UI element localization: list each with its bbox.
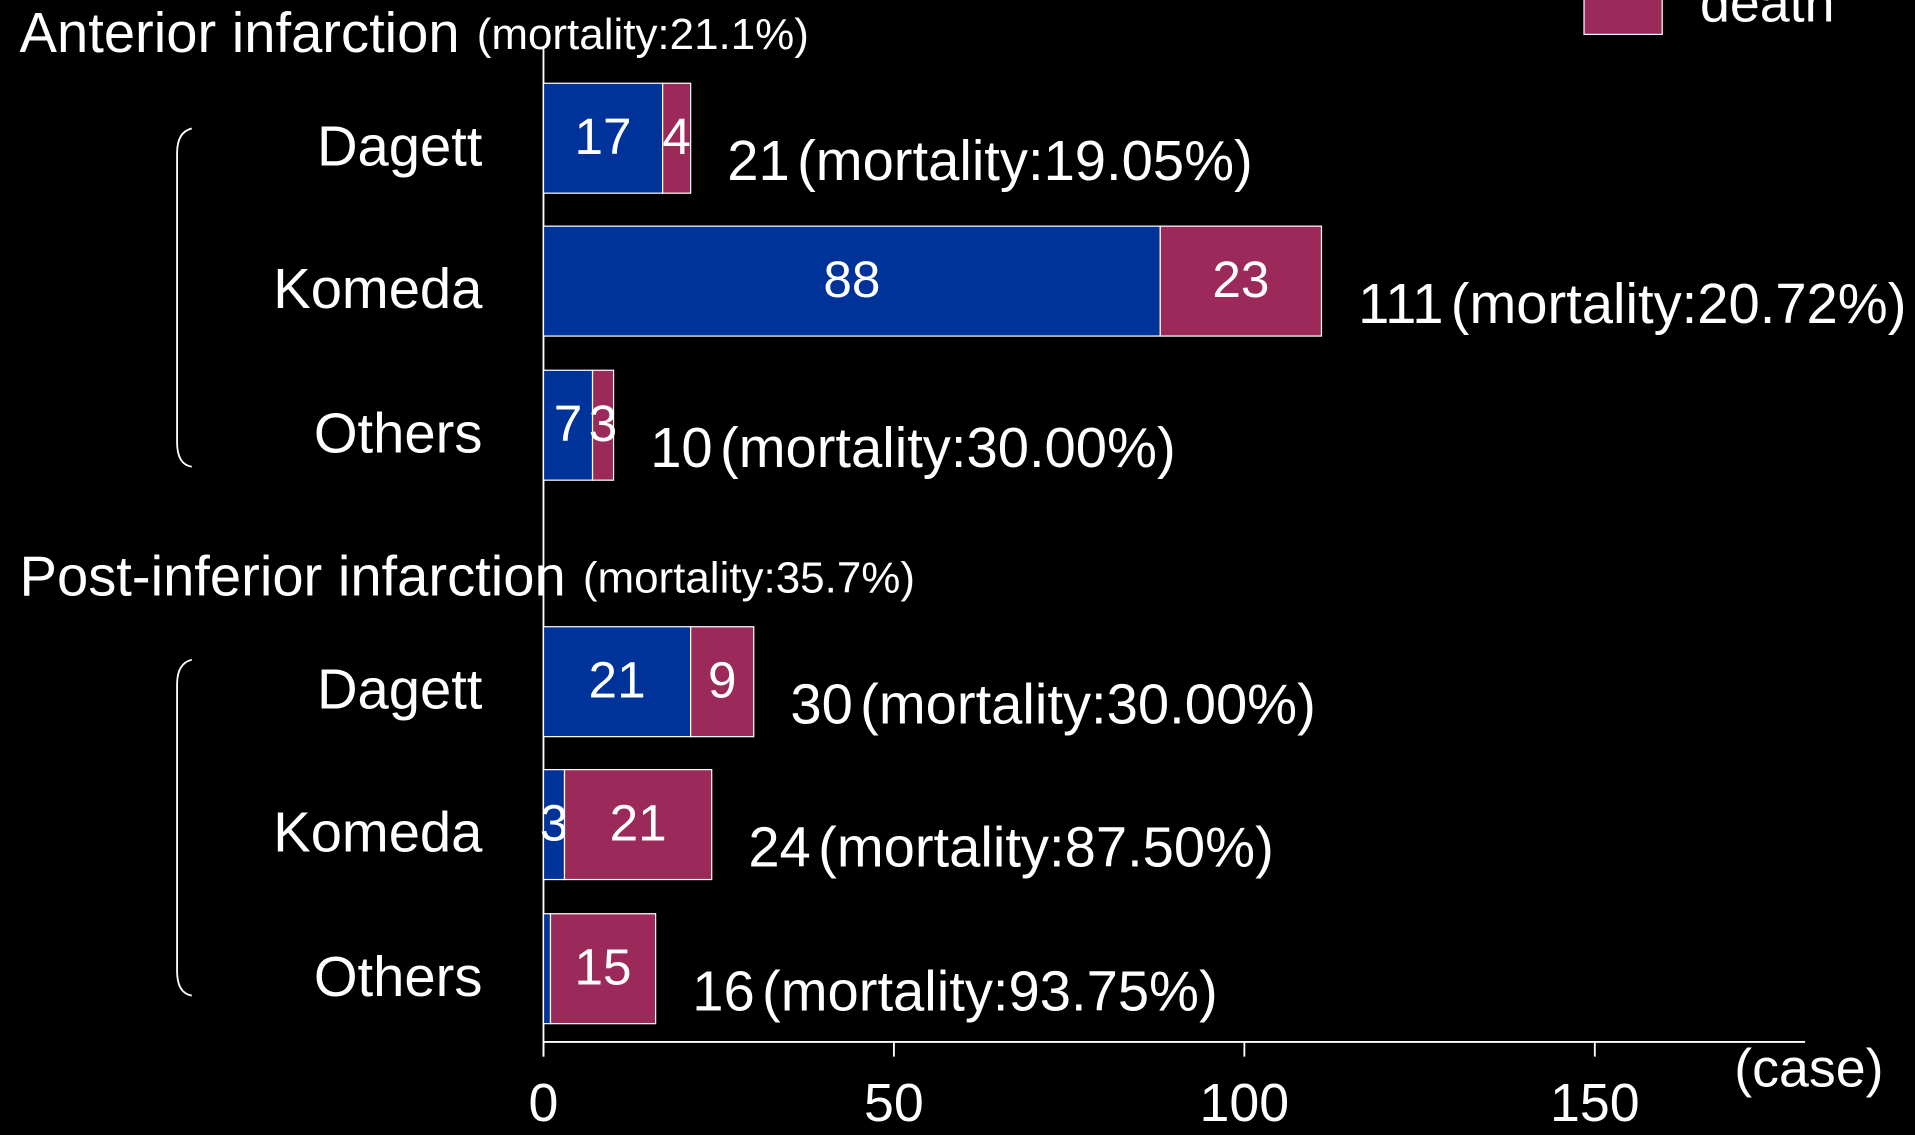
category-label: Others bbox=[314, 401, 483, 464]
legend-swatch bbox=[1583, 0, 1663, 36]
value-label: 7 bbox=[554, 395, 583, 452]
bar-segment bbox=[690, 626, 755, 738]
row-total: 30 (mortality:30.00%) bbox=[790, 672, 1315, 735]
mortality: (mortality:87.50%) bbox=[818, 815, 1274, 878]
total: 111 bbox=[1358, 272, 1443, 335]
bar-segment bbox=[542, 82, 664, 194]
mortality: (mortality:30.00%) bbox=[860, 672, 1316, 735]
category-label: Dagett bbox=[317, 658, 483, 721]
value-label: 21 bbox=[589, 652, 646, 709]
category-label: Others bbox=[314, 945, 483, 1008]
value-label: 9 bbox=[708, 652, 737, 709]
row-total: 111 (mortality:20.72%) bbox=[1358, 272, 1906, 335]
bar-segment bbox=[563, 769, 713, 881]
value-label: 3 bbox=[589, 395, 618, 452]
bar-segment bbox=[1159, 225, 1323, 337]
total: 24 bbox=[748, 815, 810, 878]
x-tick-label: 0 bbox=[529, 1073, 559, 1133]
mortality: (mortality:30.00%) bbox=[720, 416, 1176, 479]
x-tick-label: 100 bbox=[1200, 1073, 1290, 1133]
value-label: 21 bbox=[610, 795, 667, 852]
total: 21 bbox=[727, 129, 789, 192]
group-title: Anterior infarction bbox=[20, 1, 460, 64]
group-mortality: (mortality:35.7%) bbox=[583, 553, 915, 602]
category-label: Komeda bbox=[273, 257, 483, 320]
group-title: Post-inferior infarction bbox=[20, 544, 566, 607]
category-label: Dagett bbox=[317, 114, 483, 177]
bar-segment bbox=[591, 369, 615, 481]
row-total: 10 (mortality:30.00%) bbox=[650, 416, 1175, 479]
value-label: 15 bbox=[575, 939, 632, 996]
row-total: 21 (mortality:19.05%) bbox=[727, 129, 1252, 192]
total: 16 bbox=[692, 959, 754, 1022]
total: 30 bbox=[790, 672, 852, 735]
total: 10 bbox=[650, 416, 712, 479]
group-mortality: (mortality:21.1%) bbox=[477, 9, 809, 58]
x-tick-label: 50 bbox=[864, 1073, 924, 1133]
x-axis-label: (case) bbox=[1734, 1039, 1883, 1099]
mortality: (mortality:93.75%) bbox=[762, 959, 1218, 1022]
category-label: Komeda bbox=[273, 801, 483, 864]
value-label: 88 bbox=[823, 251, 880, 308]
bar-segment bbox=[549, 913, 657, 1025]
legend-label: death bbox=[1700, 0, 1834, 34]
bar-segment bbox=[542, 225, 1161, 337]
bar-segment bbox=[662, 82, 692, 194]
group-header: Post-inferior infarction (mortality:35.7%… bbox=[20, 544, 915, 607]
bar-segment bbox=[542, 626, 692, 738]
group-header: Anterior infarction (mortality:21.1%) bbox=[20, 1, 809, 64]
value-label: 3 bbox=[540, 795, 569, 852]
bar-segment bbox=[542, 369, 594, 481]
brace bbox=[176, 127, 193, 468]
mortality: (mortality:20.72%) bbox=[1451, 272, 1907, 335]
value-label: 17 bbox=[575, 108, 632, 165]
bar-segment bbox=[542, 913, 552, 1025]
x-tick-label: 150 bbox=[1550, 1073, 1640, 1133]
row-total: 16 (mortality:93.75%) bbox=[692, 959, 1217, 1022]
value-label: 4 bbox=[662, 108, 691, 165]
value-label: 23 bbox=[1212, 251, 1269, 308]
brace bbox=[176, 658, 193, 997]
mortality: (mortality:19.05%) bbox=[797, 129, 1253, 192]
row-total: 24 (mortality:87.50%) bbox=[748, 815, 1273, 878]
